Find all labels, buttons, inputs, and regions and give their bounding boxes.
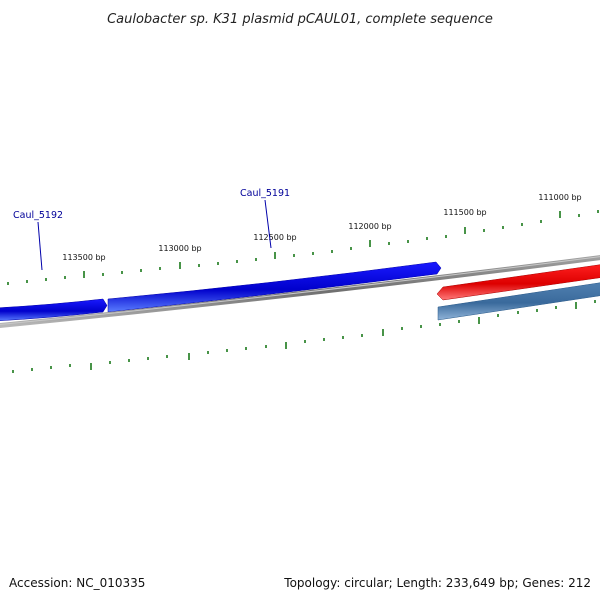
gene-arrow-reverse-red[interactable] xyxy=(436,264,600,301)
reverse-genes xyxy=(436,264,600,321)
label-leader-line xyxy=(264,199,272,249)
plasmid-backbone xyxy=(0,255,600,329)
ruler-label: 113000 bp xyxy=(158,244,201,253)
ruler-label: 112500 bp xyxy=(253,233,296,242)
gene-label-text[interactable]: Caul_5192 xyxy=(13,210,63,221)
gene-label-text[interactable]: Caul_5191 xyxy=(240,188,290,199)
gene-label-caul-5192[interactable]: Caul_5192 xyxy=(13,210,63,271)
backbone-highlight xyxy=(0,256,600,326)
ruler-label: 113500 bp xyxy=(62,253,105,262)
gene-label-caul-5191[interactable]: Caul_5191 xyxy=(240,188,290,249)
label-leader-line xyxy=(37,221,43,271)
ruler-labels: 113500 bp 113000 bp 112500 bp 112000 bp … xyxy=(62,193,581,262)
ruler-label: 111000 bp xyxy=(538,193,581,202)
ruler-label: 111500 bp xyxy=(443,208,486,217)
gene-arrow-caul-5192[interactable] xyxy=(0,298,108,321)
gene-arrow-caul-5191[interactable] xyxy=(107,261,442,313)
gene-arrow-reverse-steel[interactable] xyxy=(437,282,600,321)
reverse-tick-ruler xyxy=(12,300,596,373)
summary-text: Topology: circular; Length: 233,649 bp; … xyxy=(283,576,591,590)
map-title: Caulobacter sp. K31 plasmid pCAUL01, com… xyxy=(107,12,493,27)
ruler-label: 112000 bp xyxy=(348,222,391,231)
forward-genes xyxy=(0,261,442,321)
accession-text: Accession: NC_010335 xyxy=(9,576,145,590)
forward-tick-ruler xyxy=(7,210,599,285)
